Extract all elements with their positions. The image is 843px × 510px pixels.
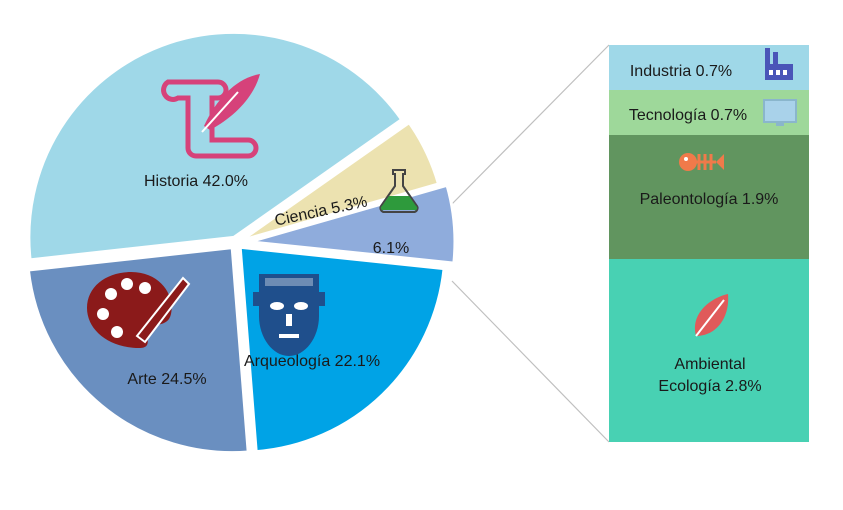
label-tecnologia: Tecnología 0.7%: [629, 107, 747, 124]
label-6-1: 6.1%: [373, 240, 409, 257]
leaf-icon: [694, 294, 729, 337]
data-labels: Historia 42.0%Ciencia 5.3%6.1%Arqueologí…: [127, 63, 778, 395]
slice-arte: [26, 245, 250, 455]
slice-ciencia: [240, 120, 441, 242]
palette-icon: [87, 272, 191, 348]
mask-icon: [253, 274, 325, 356]
connector-lines: [450, 44, 610, 443]
connector-bottom: [451, 280, 610, 443]
label-arte: Arte 24.5%: [127, 371, 206, 388]
label-arqueologia: Arqueología 22.1%: [244, 353, 380, 370]
monitor-icon: [763, 99, 797, 126]
fish-skeleton-icon: [679, 153, 724, 171]
label-paleontologia: Paleontología 1.9%: [640, 191, 779, 208]
flask-icon: [379, 169, 419, 214]
connector-top: [450, 44, 610, 206]
bar-segment-paleontologia: [609, 135, 809, 259]
label-industria: Industria 0.7%: [630, 63, 732, 80]
slice-historia: [27, 30, 404, 262]
label-ambiental-ecologia: Ambiental Ecología 2.8%: [658, 356, 761, 395]
scroll-quill-icon: [161, 74, 260, 159]
bar-segment-ambiental-ecologia: [609, 259, 809, 442]
label-historia: Historia 42.0%: [144, 173, 248, 190]
factory-icon: [765, 48, 793, 80]
pie-slices: [26, 30, 457, 455]
category-icons: [87, 48, 797, 356]
